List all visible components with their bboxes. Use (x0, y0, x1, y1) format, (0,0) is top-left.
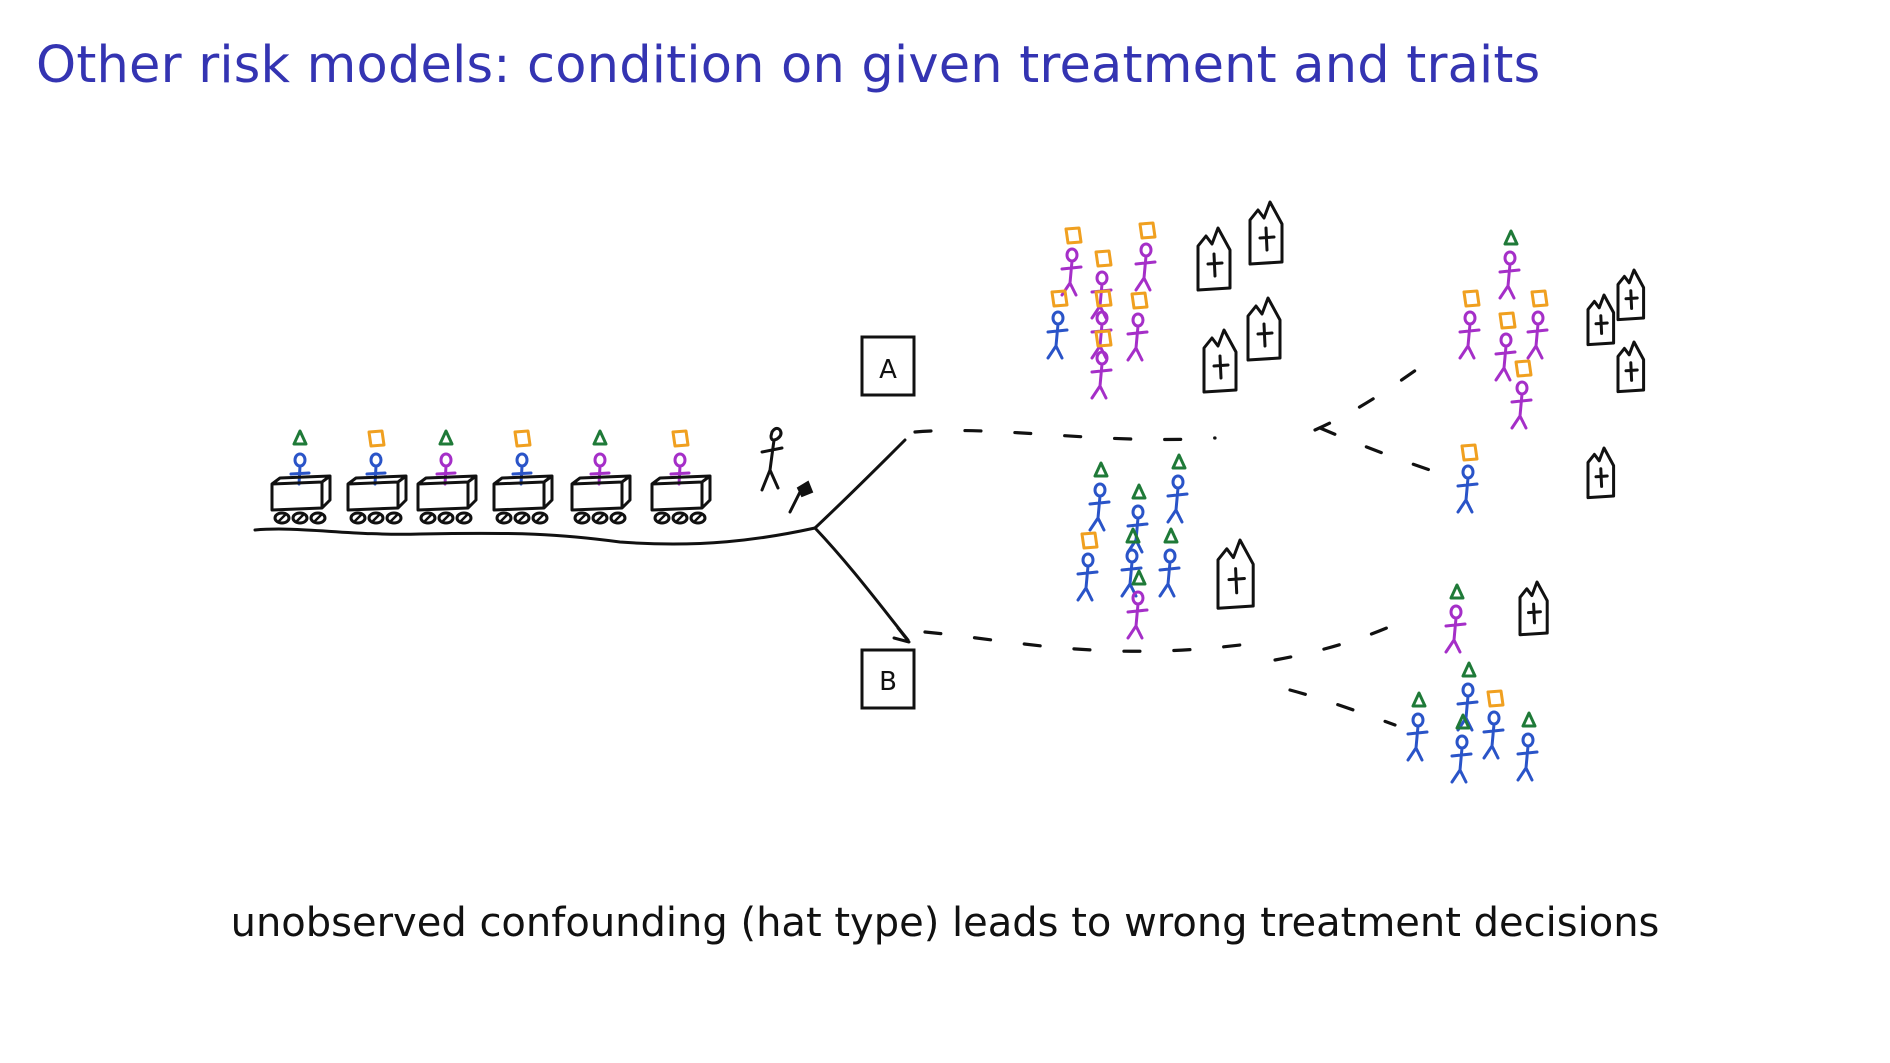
square-hat-icon (1094, 249, 1113, 268)
cart-icon (650, 429, 712, 525)
hospital-icon (1216, 538, 1255, 610)
square-hat-icon (1138, 221, 1157, 240)
doctor-figure (760, 426, 784, 492)
square-hat-icon (1050, 289, 1069, 308)
slide-title: Other risk models: condition on given tr… (36, 36, 1541, 95)
square-hat-icon (1498, 311, 1517, 330)
hospital-icon (1196, 226, 1232, 292)
triangle-hat-icon (1521, 711, 1537, 728)
triangle-hat-icon (592, 429, 608, 446)
patient-figure (1158, 527, 1181, 598)
road-line (253, 526, 817, 546)
patient-figure (1166, 453, 1189, 524)
triangle-hat-icon (1455, 713, 1471, 730)
cart-icon (270, 429, 332, 525)
dashed-path-a-down (1318, 426, 1432, 472)
patient-figure (1076, 531, 1099, 602)
hospital-icon (1246, 296, 1282, 362)
patient-figure (1090, 329, 1113, 400)
square-hat-icon (1094, 329, 1113, 348)
square-hat-icon (367, 429, 386, 448)
treatment-box-b: B (860, 648, 916, 710)
patient-figure (1516, 711, 1539, 782)
triangle-hat-icon (1171, 453, 1187, 470)
triangle-hat-icon (1411, 691, 1427, 708)
patient-figure (1126, 291, 1149, 362)
hospital-icon (1616, 268, 1646, 322)
branch-line-a (813, 438, 907, 530)
square-hat-icon (1462, 289, 1481, 308)
patient-figure (1406, 691, 1429, 762)
hospital-group (1196, 200, 1646, 637)
patient-figure (1482, 689, 1505, 760)
square-hat-icon (1064, 226, 1083, 245)
patient-figure (1134, 221, 1157, 292)
dashed-path-a (913, 428, 1217, 442)
hospital-icon (1616, 340, 1646, 394)
triangle-hat-icon (1131, 569, 1147, 586)
treatment-box-a: A (860, 335, 916, 397)
cart-icon (346, 429, 408, 525)
patient-figure (1444, 583, 1467, 654)
square-hat-icon (1130, 291, 1149, 310)
pointer-icon (788, 480, 814, 514)
dashed-path-a-up (1313, 358, 1432, 432)
patient-figure (1526, 289, 1549, 360)
hospital-icon (1586, 293, 1616, 347)
triangle-hat-icon (1093, 461, 1109, 478)
square-hat-icon (1530, 289, 1549, 308)
slide-caption: unobserved confounding (hat type) leads … (230, 900, 1660, 946)
hospital-icon (1248, 200, 1284, 266)
cart-icon (492, 429, 554, 525)
cart-icon (416, 429, 478, 525)
branch-line-b (813, 526, 910, 642)
square-hat-icon (1460, 443, 1479, 462)
triangle-hat-icon (1131, 483, 1147, 500)
square-hat-icon (513, 429, 532, 448)
triangle-hat-icon (1461, 661, 1477, 678)
square-hat-icon (1514, 359, 1533, 378)
patient-figure (1456, 443, 1479, 514)
patient-figure (1046, 289, 1069, 360)
square-hat-icon (1486, 689, 1505, 708)
hospital-icon (1202, 328, 1238, 394)
square-hat-icon (671, 429, 690, 448)
arrowhead-b (892, 626, 911, 644)
triangle-hat-icon (438, 429, 454, 446)
hospital-icon (1586, 446, 1616, 500)
patient-figure (1090, 249, 1113, 320)
dashed-path-b-up (1273, 613, 1417, 662)
cart-row (270, 429, 712, 525)
patient-figure (1498, 229, 1521, 300)
hospital-icon (1518, 580, 1549, 637)
treatment-label-b: B (879, 667, 897, 697)
triangle-hat-icon (1163, 527, 1179, 544)
patient-groups (1046, 221, 1549, 784)
patient-figure (1510, 359, 1533, 430)
patient-figure (1458, 289, 1481, 360)
patient-figure (1450, 713, 1473, 784)
triangle-hat-icon (1503, 229, 1519, 246)
patient-figure (1060, 226, 1083, 297)
patient-figure (1126, 483, 1149, 554)
square-hat-icon (1094, 289, 1113, 308)
dashed-path-b (923, 630, 1242, 653)
patient-figure (1456, 661, 1479, 732)
patient-figure (1126, 569, 1149, 640)
triangle-hat-icon (1449, 583, 1465, 600)
triangle-hat-icon (292, 429, 308, 446)
square-hat-icon (1080, 531, 1099, 550)
patient-figure (1088, 461, 1111, 532)
triangle-hat-icon (1125, 527, 1141, 544)
patient-figure (1120, 527, 1143, 598)
patient-figure (1494, 311, 1517, 382)
cart-icon (570, 429, 632, 525)
treatment-label-a: A (879, 355, 897, 385)
dashed-path-b-down (1288, 688, 1397, 727)
